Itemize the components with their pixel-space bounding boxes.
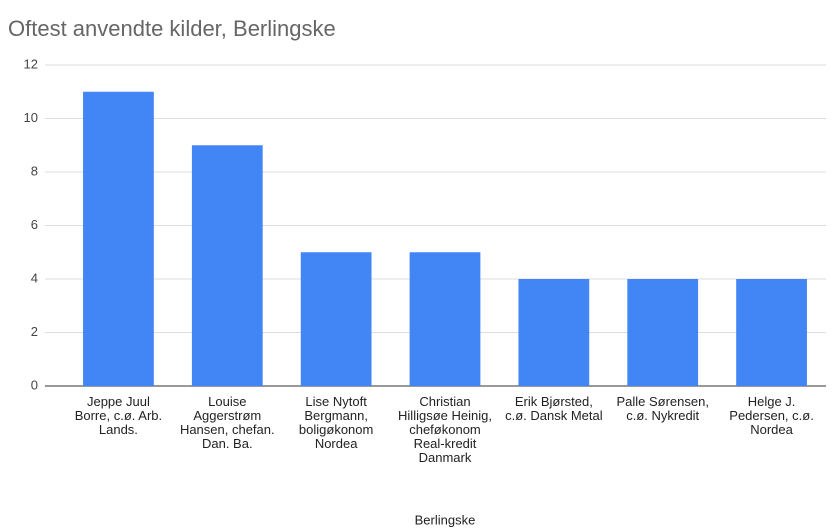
bar [627,279,699,386]
y-tick-label: 10 [24,110,38,125]
x-tick-label: Helge J. Pedersen, c.ø. Nordea [729,394,814,437]
y-tick-label: 4 [31,270,38,285]
x-tick-label: Erik Bjørsted, c.ø. Dansk Metal [505,394,603,423]
x-tick-label: Jeppe Juul Borre, c.ø. Arb. Lands. [74,394,163,437]
chart-title: Oftest anvendte kilder, Berlingske [8,16,336,41]
bar [518,279,590,386]
bar [409,252,481,386]
x-tick-label: Louise Aggerstrøm Hansen, chefan. Dan. B… [179,394,275,451]
y-tick-label: 0 [31,377,38,392]
bar [300,252,372,386]
x-tick-label: Palle Sørensen, c.ø. Nykredit [616,394,709,423]
x-tick-label: Christian Hilligsøe Heinig, cheføkonom R… [398,394,492,465]
y-tick-label: 8 [31,163,38,178]
x-tick-label: Lise Nytoft Bergmann, boligøkonom Nordea [298,394,374,451]
y-tick-label: 2 [31,324,38,339]
y-tick-label: 6 [31,217,38,232]
bar [191,145,263,386]
y-tick-label: 12 [24,56,38,71]
x-axis-title: Berlingske [415,512,476,527]
bar [736,279,807,386]
bar [83,91,154,386]
